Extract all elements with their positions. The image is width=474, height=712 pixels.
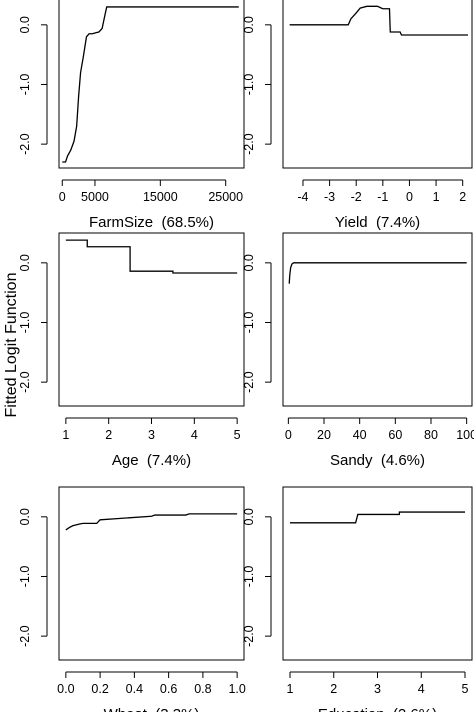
x-tick-label: 5 xyxy=(234,428,241,442)
x-tick-label: 4 xyxy=(418,682,425,696)
x-tick-label: 5000 xyxy=(81,190,109,204)
x-axis-title: Education (2.6%) xyxy=(318,706,437,712)
panel-age: 1 2 3 4 5 0.0 -1.0 -2.0 Age (7.4%) xyxy=(18,232,245,469)
x-tick-label: 1 xyxy=(287,682,294,696)
x-tick-label: 40 xyxy=(353,428,367,442)
plot-frame xyxy=(282,486,473,661)
panel-farmsize: 0 5000 15000 25000 0.0 -1.0 -2.0 FarmSize (68.5… xyxy=(18,0,245,231)
x-axis-title: Age (7.4%) xyxy=(112,452,191,469)
y-tick-label: 0.0 xyxy=(18,16,32,33)
x-tick-label: 0.0 xyxy=(57,682,74,696)
x-tick-label: 0.4 xyxy=(126,682,143,696)
x-tick-label: 0 xyxy=(59,190,66,204)
y-tick-label: -2.0 xyxy=(18,133,32,155)
series-line-yield xyxy=(289,5,469,36)
plot-frame xyxy=(282,232,473,407)
y-tick-label: 0.0 xyxy=(242,16,256,33)
y-tick-label: 0.0 xyxy=(242,254,256,271)
x-tick-label: 100 xyxy=(456,428,474,442)
x-tick-label: 25000 xyxy=(208,190,243,204)
x-tick-label: 2 xyxy=(459,190,466,204)
x-axis-title: FarmSize (68.5%) xyxy=(89,214,214,231)
y-tick-label: -2.0 xyxy=(242,625,256,647)
x-tick-label: 1 xyxy=(433,190,440,204)
panel-yield: -4 -3 -2 -1 0 1 2 0.0 -1.0 -2.0 Yield (7.4%) xyxy=(242,0,473,231)
y-tick-label: -1.0 xyxy=(242,312,256,334)
plot-frame xyxy=(58,232,245,407)
y-tick-label: 0.0 xyxy=(18,508,32,525)
panel-wheat: 0.0 0.2 0.4 0.6 0.8 1.0 0.0 -1.0 -2.0 Wheat (3.3%… xyxy=(18,486,246,712)
x-tick-label: 2 xyxy=(105,428,112,442)
plot-frame xyxy=(282,0,473,169)
y-tick-label: -2.0 xyxy=(242,371,256,393)
x-tick-label: 1 xyxy=(62,428,69,442)
y-tick-label: -1.0 xyxy=(242,74,256,96)
y-tick-label: 0.0 xyxy=(242,508,256,525)
x-tick-label: 0.6 xyxy=(160,682,177,696)
x-tick-label: 0.2 xyxy=(91,682,108,696)
x-axis-title: Yield (7.4%) xyxy=(335,214,420,231)
x-tick-label: 20 xyxy=(317,428,331,442)
series-line-sandy xyxy=(288,262,467,284)
x-tick-label: -2 xyxy=(351,190,362,204)
y-tick-label: 0.0 xyxy=(18,254,32,271)
y-tick-label: -1.0 xyxy=(18,566,32,588)
x-tick-label: 1.0 xyxy=(228,682,245,696)
y-tick-label: -1.0 xyxy=(242,566,256,588)
series-line-farmsize xyxy=(62,6,239,163)
x-tick-label: -1 xyxy=(377,190,388,204)
y-tick-label: -1.0 xyxy=(18,74,32,96)
series-line-education xyxy=(290,511,465,524)
x-tick-label: 4 xyxy=(191,428,198,442)
x-tick-label: 2 xyxy=(330,682,337,696)
y-tick-label: -1.0 xyxy=(18,312,32,334)
y-tick-label: -2.0 xyxy=(18,625,32,647)
x-tick-label: -4 xyxy=(297,190,308,204)
plot-frame xyxy=(58,486,245,661)
figure-y-label: Fitted Logit Function xyxy=(3,273,20,418)
x-tick-label: 15000 xyxy=(143,190,178,204)
x-tick-label: 0 xyxy=(406,190,413,204)
x-axis-title: Sandy (4.6%) xyxy=(330,452,425,469)
x-tick-label: 0 xyxy=(285,428,292,442)
y-tick-label: -2.0 xyxy=(18,371,32,393)
series-line-wheat xyxy=(65,513,238,531)
x-tick-label: 5 xyxy=(462,682,469,696)
series-line-age xyxy=(65,239,238,274)
x-tick-label: 0.8 xyxy=(194,682,211,696)
x-tick-label: 80 xyxy=(424,428,438,442)
x-tick-label: -3 xyxy=(324,190,335,204)
x-tick-label: 3 xyxy=(148,428,155,442)
panel-education: 1 2 3 4 5 0.0 -1.0 -2.0 Education (2.6%) xyxy=(242,486,473,712)
x-tick-label: 3 xyxy=(374,682,381,696)
x-tick-label: 60 xyxy=(388,428,402,442)
plot-frame xyxy=(58,0,245,169)
y-tick-label: -2.0 xyxy=(242,133,256,155)
x-axis-title: Wheat (3.3%) xyxy=(104,706,200,712)
panel-sandy: 0 20 40 60 80 100 0.0 -1.0 -2.0 Sandy (4.6%) xyxy=(242,232,474,469)
